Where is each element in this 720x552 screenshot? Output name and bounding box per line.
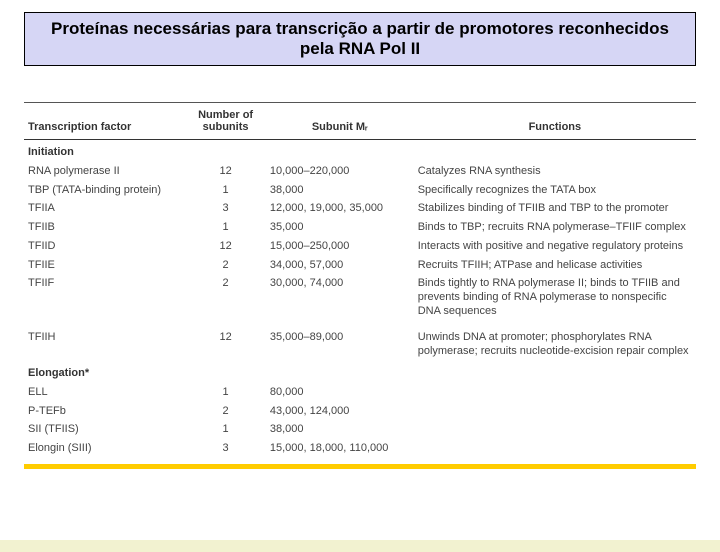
cell-sub: 1 bbox=[185, 181, 266, 200]
cell-mr: 34,000, 57,000 bbox=[266, 256, 414, 275]
cell-sub: 1 bbox=[185, 383, 266, 402]
table-row: ELL 1 80,000 bbox=[24, 383, 696, 402]
cell-fn bbox=[414, 440, 696, 459]
section-row-initiation: Initiation bbox=[24, 140, 696, 163]
table-row: P-TEFb 2 43,000, 124,000 bbox=[24, 402, 696, 421]
cell-tf: TFIID bbox=[24, 237, 185, 256]
cell-fn: Stabilizes binding of TFIIB and TBP to t… bbox=[414, 200, 696, 219]
cell-tf: TBP (TATA-binding protein) bbox=[24, 181, 185, 200]
cell-sub: 2 bbox=[185, 402, 266, 421]
cell-fn: Binds tightly to RNA polymerase II; bind… bbox=[414, 275, 696, 321]
cell-tf: TFIIE bbox=[24, 256, 185, 275]
table-row: TFIID 12 15,000–250,000 Interacts with p… bbox=[24, 237, 696, 256]
cell-fn bbox=[414, 383, 696, 402]
section-label: Initiation bbox=[24, 140, 696, 163]
cell-mr: 12,000, 19,000, 35,000 bbox=[266, 200, 414, 219]
col-header-mr: Subunit Mᵣ bbox=[266, 103, 414, 140]
cell-sub: 12 bbox=[185, 237, 266, 256]
cell-tf: Elongin (SIII) bbox=[24, 440, 185, 459]
cell-tf: TFIIB bbox=[24, 219, 185, 238]
table-container: Transcription factor Number of subunits … bbox=[24, 102, 696, 458]
cell-sub: 3 bbox=[185, 440, 266, 459]
cell-sub: 12 bbox=[185, 321, 266, 361]
cell-mr: 15,000–250,000 bbox=[266, 237, 414, 256]
col-header-functions: Functions bbox=[414, 103, 696, 140]
table-row: TBP (TATA-binding protein) 1 38,000 Spec… bbox=[24, 181, 696, 200]
table-row: TFIIF 2 30,000, 74,000 Binds tightly to … bbox=[24, 275, 696, 321]
cell-mr: 38,000 bbox=[266, 421, 414, 440]
transcription-factors-table: Transcription factor Number of subunits … bbox=[24, 102, 696, 458]
cell-tf: TFIIA bbox=[24, 200, 185, 219]
table-row: TFIIH 12 35,000–89,000 Unwinds DNA at pr… bbox=[24, 321, 696, 361]
table-row: RNA polymerase II 12 10,000–220,000 Cata… bbox=[24, 162, 696, 181]
cell-fn: Binds to TBP; recruits RNA polymerase–TF… bbox=[414, 219, 696, 238]
bottom-gold-rule bbox=[24, 464, 696, 469]
cell-sub: 3 bbox=[185, 200, 266, 219]
cell-sub: 12 bbox=[185, 162, 266, 181]
cell-sub: 2 bbox=[185, 275, 266, 321]
cell-mr: 38,000 bbox=[266, 181, 414, 200]
cell-fn: Specifically recognizes the TATA box bbox=[414, 181, 696, 200]
table-header-row: Transcription factor Number of subunits … bbox=[24, 103, 696, 140]
cell-mr: 80,000 bbox=[266, 383, 414, 402]
section-row-elongation: Elongation* bbox=[24, 361, 696, 383]
cell-mr: 35,000–89,000 bbox=[266, 321, 414, 361]
cell-mr: 35,000 bbox=[266, 219, 414, 238]
cell-tf: SII (TFIIS) bbox=[24, 421, 185, 440]
table-row: Elongin (SIII) 3 15,000, 18,000, 110,000 bbox=[24, 440, 696, 459]
cell-sub: 2 bbox=[185, 256, 266, 275]
col-header-tf: Transcription factor bbox=[24, 103, 185, 140]
cell-mr: 30,000, 74,000 bbox=[266, 275, 414, 321]
footer-bar bbox=[0, 540, 720, 552]
table-row: TFIIE 2 34,000, 57,000 Recruits TFIIH; A… bbox=[24, 256, 696, 275]
cell-mr: 10,000–220,000 bbox=[266, 162, 414, 181]
cell-sub: 1 bbox=[185, 219, 266, 238]
cell-tf: TFIIH bbox=[24, 321, 185, 361]
cell-fn: Interacts with positive and negative reg… bbox=[414, 237, 696, 256]
table-row: TFIIB 1 35,000 Binds to TBP; recruits RN… bbox=[24, 219, 696, 238]
cell-fn: Unwinds DNA at promoter; phosphorylates … bbox=[414, 321, 696, 361]
cell-fn bbox=[414, 402, 696, 421]
cell-tf: P-TEFb bbox=[24, 402, 185, 421]
table-row: SII (TFIIS) 1 38,000 bbox=[24, 421, 696, 440]
cell-mr: 15,000, 18,000, 110,000 bbox=[266, 440, 414, 459]
page-title: Proteínas necessárias para transcrição a… bbox=[51, 19, 669, 58]
title-banner: Proteínas necessárias para transcrição a… bbox=[24, 12, 696, 66]
cell-fn: Catalyzes RNA synthesis bbox=[414, 162, 696, 181]
cell-tf: RNA polymerase II bbox=[24, 162, 185, 181]
cell-tf: ELL bbox=[24, 383, 185, 402]
cell-fn bbox=[414, 421, 696, 440]
cell-fn: Recruits TFIIH; ATPase and helicase acti… bbox=[414, 256, 696, 275]
section-label: Elongation* bbox=[24, 361, 696, 383]
col-header-subunits: Number of subunits bbox=[185, 103, 266, 140]
cell-mr: 43,000, 124,000 bbox=[266, 402, 414, 421]
cell-tf: TFIIF bbox=[24, 275, 185, 321]
cell-sub: 1 bbox=[185, 421, 266, 440]
table-row: TFIIA 3 12,000, 19,000, 35,000 Stabilize… bbox=[24, 200, 696, 219]
